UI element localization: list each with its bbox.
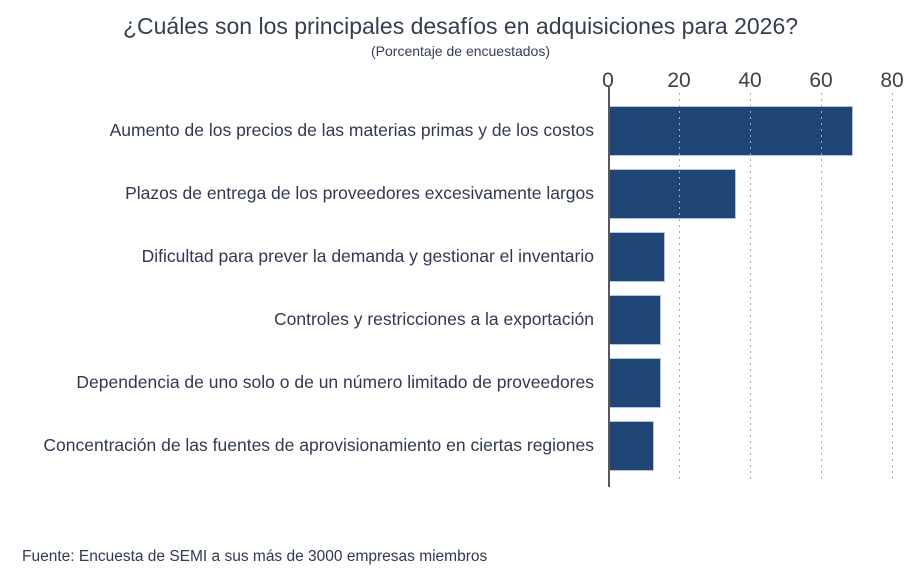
- category-label: Dependencia de uno solo o de un número l…: [76, 372, 594, 393]
- bar-row: [608, 351, 921, 414]
- category-label: Aumento de los precios de las materias p…: [109, 120, 594, 141]
- bar-row: [608, 162, 921, 225]
- bar-6: [608, 420, 655, 471]
- source-note: Fuente: Encuesta de SEMI a sus más de 30…: [22, 548, 488, 565]
- x-tick-label: 0: [602, 69, 614, 93]
- x-axis-ticks: 0 20 40 60 80: [602, 67, 921, 99]
- y-axis-line: [608, 87, 610, 488]
- category-label: Concentración de las fuentes de aprovisi…: [43, 435, 594, 456]
- plot-column: 0 20 40 60 80: [602, 67, 921, 488]
- bar-3: [608, 231, 665, 282]
- category-label: Plazos de entrega de los proveedores exc…: [125, 183, 594, 204]
- plot-body: [608, 87, 921, 488]
- x-tick-label: 60: [809, 69, 833, 93]
- gridline: [821, 93, 822, 482]
- x-tick-label: 40: [738, 69, 762, 93]
- category-labels-column: Aumento de los precios de las materias p…: [0, 67, 608, 477]
- chart-area: Aumento de los precios de las materias p…: [0, 67, 921, 488]
- x-tick-label: 80: [880, 69, 904, 93]
- category-label: Controles y restricciones a la exportaci…: [273, 309, 594, 330]
- bar-4: [608, 294, 662, 345]
- bar-1: [608, 105, 853, 156]
- gridline: [750, 93, 751, 482]
- bar-2: [608, 168, 736, 219]
- bar-row: [608, 225, 921, 288]
- gridline: [892, 93, 893, 482]
- bar-row: [608, 99, 921, 162]
- x-tick-label: 20: [667, 69, 691, 93]
- bar-row: [608, 414, 921, 477]
- chart-subtitle: (Porcentaje de encuestados): [371, 43, 550, 60]
- category-label: Dificultad para prever la demanda y gest…: [141, 246, 594, 267]
- bar-row: [608, 288, 921, 351]
- bar-5: [608, 357, 662, 408]
- chart-title: ¿Cuáles son los principales desafíos en …: [122, 13, 799, 39]
- gridline: [679, 93, 680, 482]
